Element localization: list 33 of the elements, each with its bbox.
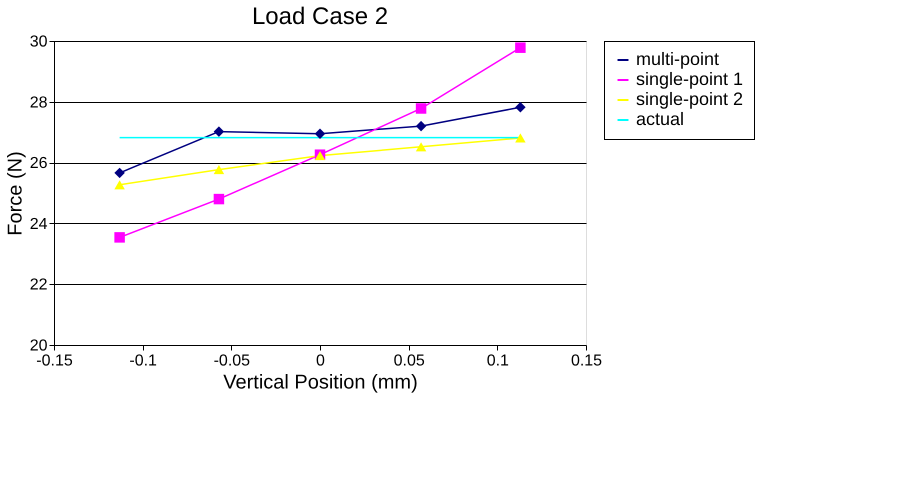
chart-title: Load Case 2: [252, 3, 388, 30]
x-tick-label: 0: [316, 352, 326, 370]
point: [416, 142, 426, 152]
y-tick-label: 30: [30, 34, 48, 50]
y-tick-label: 20: [30, 338, 48, 354]
y-tick-label: 24: [30, 216, 48, 233]
point: [214, 126, 224, 137]
point: [114, 232, 125, 243]
y-tick-label: 22: [30, 276, 48, 294]
point: [314, 128, 326, 139]
point: [416, 103, 426, 114]
point: [214, 165, 224, 174]
legend-label: single-point 2: [636, 89, 744, 109]
x-tick-label: 0.15: [570, 352, 602, 370]
x-tick-label: -0.05: [214, 352, 250, 370]
point: [214, 194, 224, 204]
legend-label: actual: [636, 109, 684, 129]
x-tick-label: 0.05: [394, 352, 425, 370]
point: [114, 180, 125, 190]
x-tick-label: -0.1: [129, 352, 158, 370]
x-tick-label: -0.15: [36, 352, 73, 370]
point: [515, 102, 526, 113]
y-axis-title: Force (N): [4, 151, 27, 236]
y-tick-label: 26: [30, 155, 48, 172]
x-axis-title: Vertical Position (mm): [223, 372, 418, 394]
x-tick-label: 0.1: [486, 352, 510, 370]
y-tick-label: 28: [30, 94, 48, 112]
legend-label: single-point 1: [636, 69, 744, 89]
point: [515, 133, 526, 143]
point: [515, 42, 526, 53]
point: [416, 120, 426, 132]
legend-label: multi-point: [636, 49, 720, 69]
point: [114, 168, 125, 178]
